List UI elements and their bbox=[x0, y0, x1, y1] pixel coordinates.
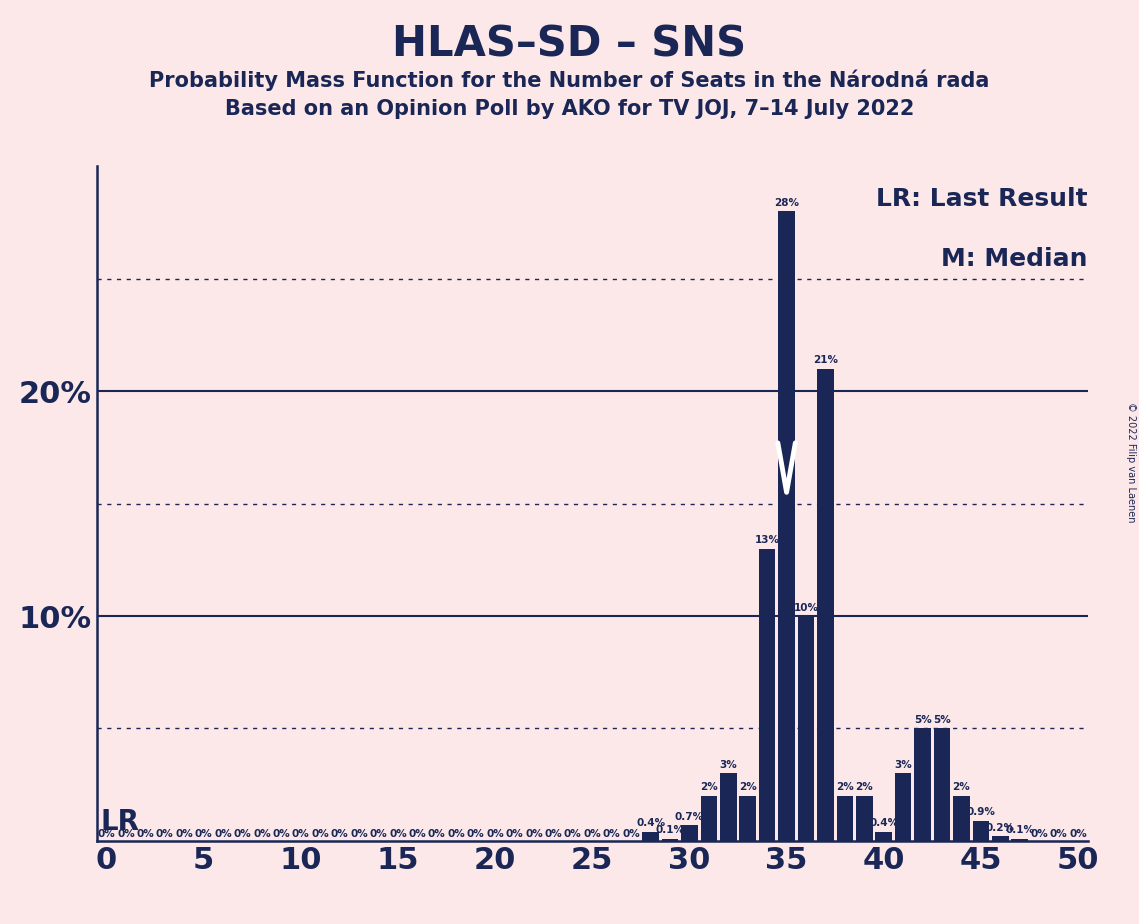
Text: © 2022 Filip van Laenen: © 2022 Filip van Laenen bbox=[1126, 402, 1136, 522]
Text: 0%: 0% bbox=[98, 829, 115, 839]
Bar bbox=[973, 821, 989, 841]
Text: 0%: 0% bbox=[428, 829, 445, 839]
Text: 0.4%: 0.4% bbox=[636, 819, 665, 829]
Text: 0%: 0% bbox=[506, 829, 524, 839]
Text: HLAS–SD – SNS: HLAS–SD – SNS bbox=[393, 23, 746, 65]
Text: 0.1%: 0.1% bbox=[656, 825, 685, 835]
Text: 5%: 5% bbox=[933, 715, 951, 725]
Text: 2%: 2% bbox=[855, 783, 874, 793]
Text: 0.9%: 0.9% bbox=[967, 808, 995, 817]
Text: 0%: 0% bbox=[583, 829, 601, 839]
Text: 0%: 0% bbox=[292, 829, 310, 839]
Bar bbox=[915, 728, 931, 841]
Bar bbox=[662, 839, 678, 841]
Text: 28%: 28% bbox=[775, 198, 800, 208]
Text: 0.1%: 0.1% bbox=[1006, 825, 1034, 835]
Bar bbox=[1011, 839, 1029, 841]
Text: 0%: 0% bbox=[156, 829, 173, 839]
Text: 0%: 0% bbox=[175, 829, 194, 839]
Text: 0%: 0% bbox=[622, 829, 640, 839]
Text: Probability Mass Function for the Number of Seats in the Národná rada: Probability Mass Function for the Number… bbox=[149, 69, 990, 91]
Text: 0%: 0% bbox=[253, 829, 271, 839]
Text: 5%: 5% bbox=[913, 715, 932, 725]
Bar bbox=[953, 796, 969, 841]
Text: 21%: 21% bbox=[813, 356, 838, 365]
Bar bbox=[992, 836, 1008, 841]
Text: LR: Last Result: LR: Last Result bbox=[876, 187, 1088, 211]
Text: 0%: 0% bbox=[370, 829, 387, 839]
Text: 0.7%: 0.7% bbox=[675, 811, 704, 821]
Text: 0%: 0% bbox=[117, 829, 134, 839]
Text: 0%: 0% bbox=[564, 829, 582, 839]
Text: 0%: 0% bbox=[233, 829, 252, 839]
Text: 10%: 10% bbox=[794, 602, 819, 613]
Bar bbox=[739, 796, 756, 841]
Text: M: Median: M: Median bbox=[941, 248, 1088, 272]
Bar bbox=[720, 773, 737, 841]
Text: 3%: 3% bbox=[894, 760, 912, 770]
Text: 0%: 0% bbox=[311, 829, 329, 839]
Text: 0%: 0% bbox=[486, 829, 503, 839]
Bar bbox=[642, 832, 658, 841]
Bar bbox=[759, 549, 776, 841]
Bar bbox=[700, 796, 718, 841]
Text: 0%: 0% bbox=[544, 829, 563, 839]
Text: 2%: 2% bbox=[836, 783, 854, 793]
Text: 0%: 0% bbox=[272, 829, 290, 839]
Text: 0%: 0% bbox=[467, 829, 484, 839]
Text: 0%: 0% bbox=[137, 829, 154, 839]
Bar bbox=[837, 796, 853, 841]
Bar bbox=[778, 212, 795, 841]
Text: LR: LR bbox=[100, 808, 140, 836]
Bar bbox=[857, 796, 872, 841]
Text: 2%: 2% bbox=[739, 783, 756, 793]
Text: 0%: 0% bbox=[525, 829, 543, 839]
Text: 0%: 0% bbox=[1050, 829, 1067, 839]
Text: 0%: 0% bbox=[1031, 829, 1048, 839]
Text: 0%: 0% bbox=[603, 829, 621, 839]
Bar bbox=[681, 825, 698, 841]
Bar bbox=[876, 832, 892, 841]
Text: 0%: 0% bbox=[330, 829, 349, 839]
Text: 0%: 0% bbox=[390, 829, 407, 839]
Text: 0%: 0% bbox=[351, 829, 368, 839]
Bar bbox=[934, 728, 950, 841]
Text: 3%: 3% bbox=[720, 760, 737, 770]
Text: 0.2%: 0.2% bbox=[986, 823, 1015, 833]
Bar bbox=[797, 616, 814, 841]
Text: 13%: 13% bbox=[755, 535, 780, 545]
Text: 0%: 0% bbox=[448, 829, 465, 839]
Bar bbox=[817, 369, 834, 841]
Text: Based on an Opinion Poll by AKO for TV JOJ, 7–14 July 2022: Based on an Opinion Poll by AKO for TV J… bbox=[224, 99, 915, 119]
Text: 0%: 0% bbox=[195, 829, 213, 839]
Bar bbox=[895, 773, 911, 841]
Text: 0%: 0% bbox=[1070, 829, 1087, 839]
Text: 0.4%: 0.4% bbox=[869, 819, 899, 829]
Text: 2%: 2% bbox=[700, 783, 718, 793]
Text: 0%: 0% bbox=[214, 829, 232, 839]
Text: 2%: 2% bbox=[952, 783, 970, 793]
Text: 0%: 0% bbox=[409, 829, 426, 839]
